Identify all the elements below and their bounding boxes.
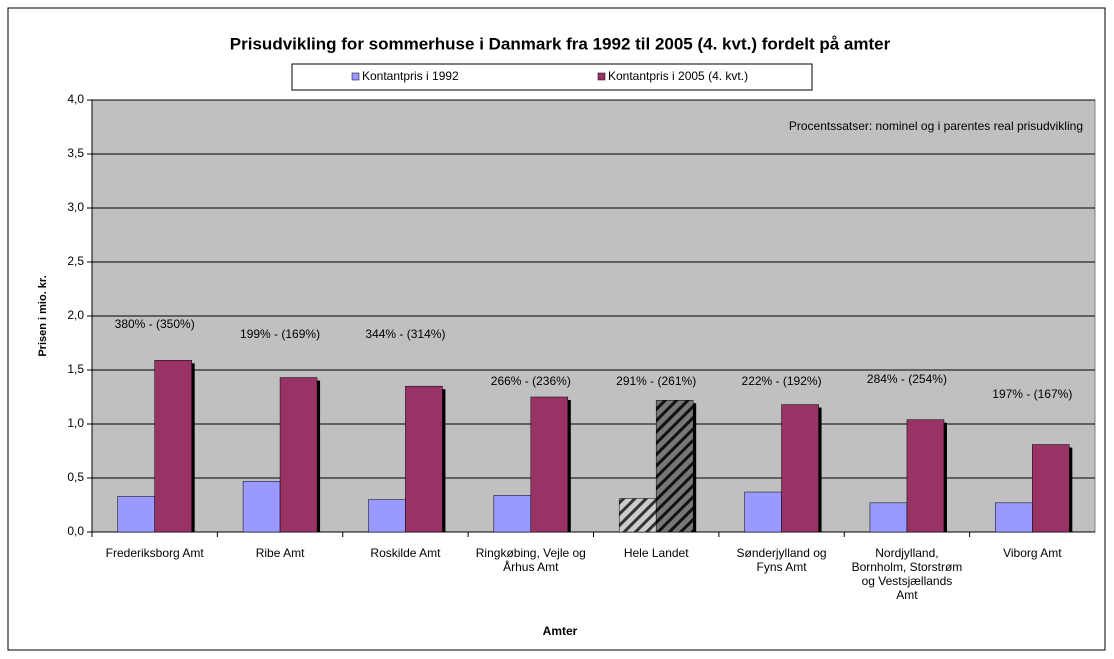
bar <box>279 377 318 533</box>
bar <box>242 480 281 533</box>
bar <box>744 491 782 533</box>
y-tick-label: 1,5 <box>67 362 84 376</box>
annotation: 222% - (192%) <box>742 374 822 388</box>
bar <box>1032 444 1070 533</box>
y-tick-label: 0,5 <box>67 470 84 484</box>
annotation: 197% - (167%) <box>992 387 1072 401</box>
annotation: 199% - (169%) <box>240 327 320 341</box>
bar <box>368 499 406 533</box>
y-tick-label: 0,0 <box>67 524 84 538</box>
bar <box>906 419 945 533</box>
annotation: 266% - (236%) <box>491 374 571 388</box>
x-tick-label: Ringkøbing, Vejle og Århus Amt <box>475 546 586 574</box>
x-tick-label: Hele Landet <box>623 546 689 560</box>
y-tick-label: 4,0 <box>67 92 84 106</box>
legend-label: Kontantpris i 2005 (4. kvt.) <box>608 69 748 83</box>
annotation: 344% - (314%) <box>365 327 445 341</box>
x-tick-label: Sønderjylland og Fyns Amt <box>736 546 827 574</box>
bar <box>995 502 1033 533</box>
bar <box>655 399 694 533</box>
legend-box <box>291 63 813 91</box>
bar <box>530 396 569 533</box>
bar <box>493 495 532 533</box>
x-tick-label: Frederiksborg Amt <box>105 546 204 560</box>
annotation: 284% - (254%) <box>867 372 947 386</box>
bar <box>405 385 443 533</box>
bar <box>869 502 908 533</box>
x-tick-label: Roskilde Amt <box>370 546 441 560</box>
annotation: 380% - (350%) <box>115 317 195 331</box>
bar <box>618 498 657 533</box>
bar <box>117 496 155 533</box>
chart-title: Prisudvikling for sommerhuse i Danmark f… <box>230 34 891 53</box>
note: Procentssatser: nominel og i parentes re… <box>789 119 1083 133</box>
x-tick-label: Viborg Amt <box>1003 546 1062 560</box>
y-tick-label: 1,0 <box>67 416 84 430</box>
x-tick-label: Ribe Amt <box>255 546 305 560</box>
y-tick-label: 3,5 <box>67 146 84 160</box>
legend-label: Kontantpris i 1992 <box>362 69 459 83</box>
y-tick-label: 3,0 <box>67 200 84 214</box>
legend-swatch <box>597 72 606 81</box>
y-tick-label: 2,5 <box>67 254 84 268</box>
y-tick-label: 2,0 <box>67 308 84 322</box>
bar <box>154 360 192 533</box>
annotation: 291% - (261%) <box>616 374 696 388</box>
y-axis-label: Prisen i mio. kr. <box>37 275 49 356</box>
x-axis-label: Amter <box>543 624 578 638</box>
x-tick-label: Nordjylland, Bornholm, Storstrøm og Vest… <box>851 546 963 602</box>
legend-swatch <box>351 72 360 81</box>
bar <box>781 404 819 533</box>
